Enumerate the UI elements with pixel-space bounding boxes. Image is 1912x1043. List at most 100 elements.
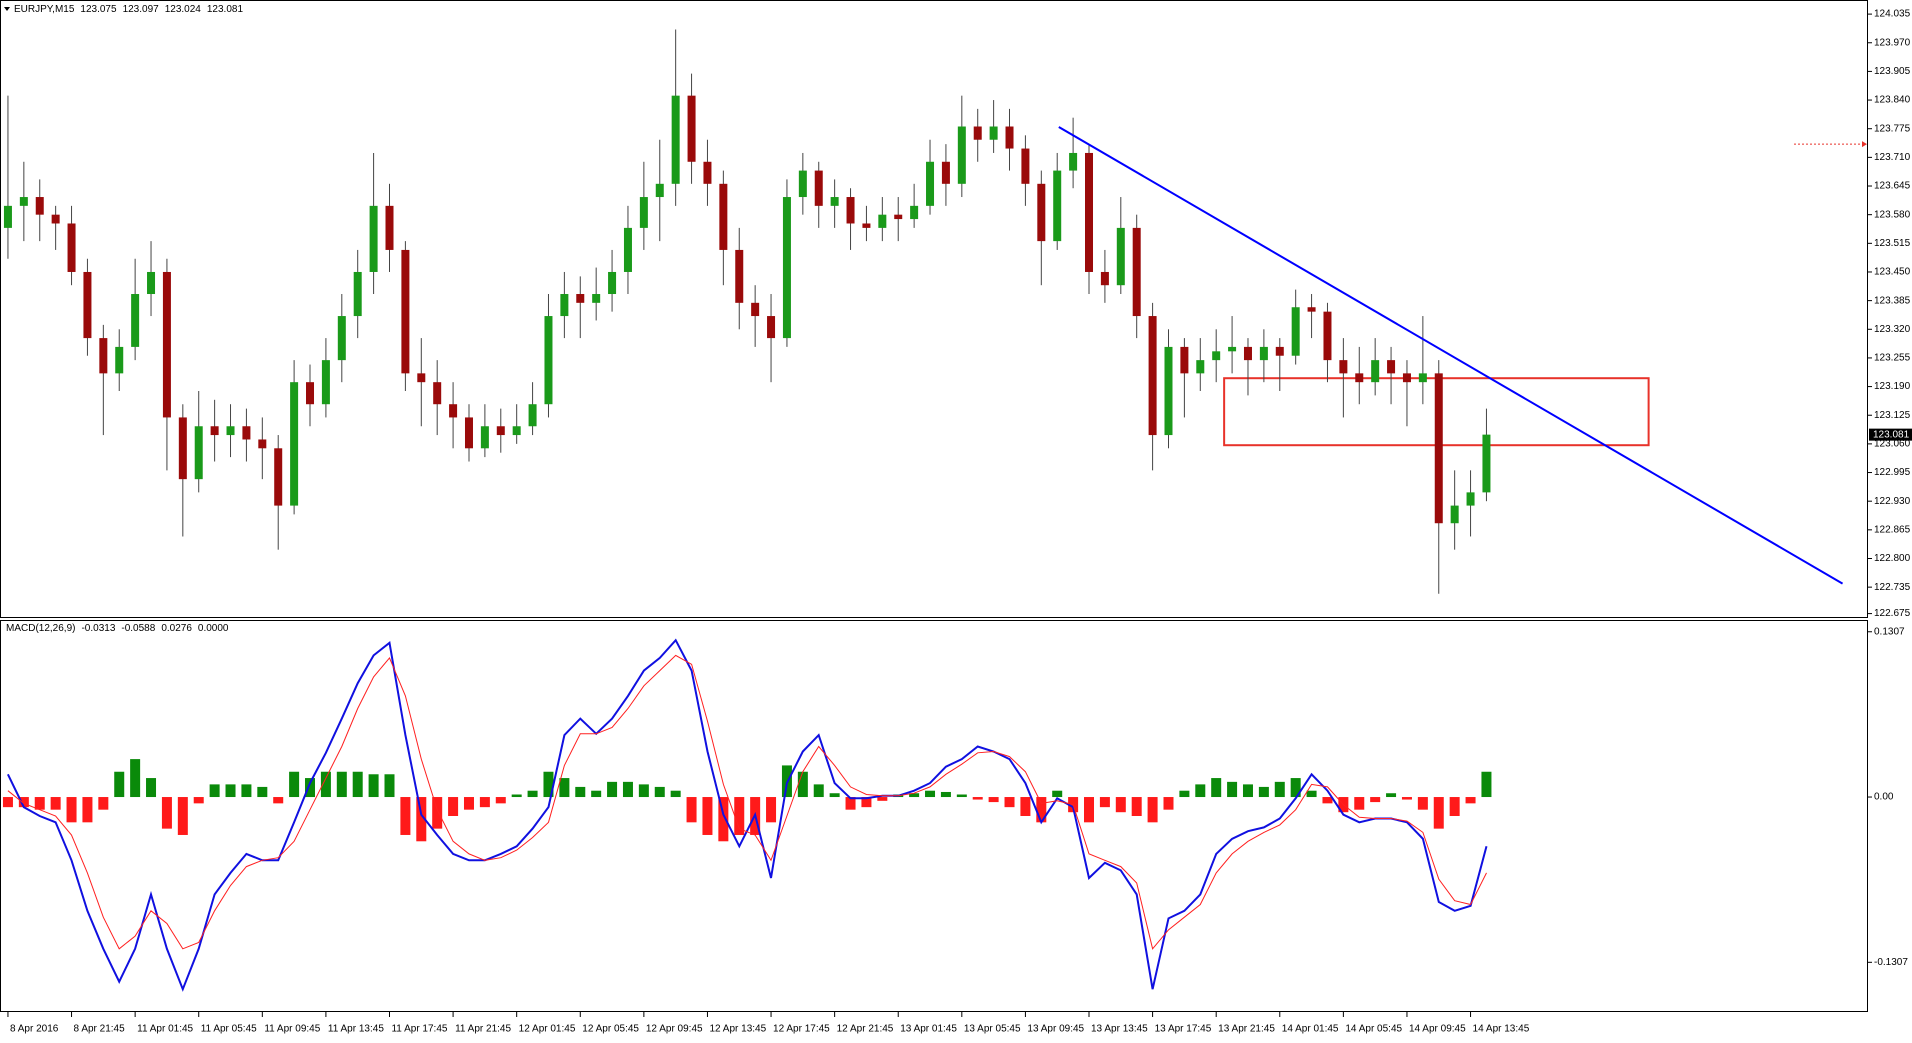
histogram-bar xyxy=(734,797,745,835)
candle-body xyxy=(957,126,966,184)
candle-body xyxy=(926,161,935,206)
y-tick-label: 123.450 xyxy=(1874,267,1911,278)
header-value: -0.0313 xyxy=(81,623,115,634)
x-tick-label: 11 Apr 13:45 xyxy=(328,1024,384,1035)
histogram-bar xyxy=(161,797,172,829)
y-tick-label: -0.1307 xyxy=(1874,957,1908,968)
candle-body xyxy=(1307,307,1316,312)
histogram-bar xyxy=(766,797,777,823)
y-tick-label: 123.060 xyxy=(1874,439,1911,450)
header-value: 0.0000 xyxy=(198,623,229,634)
histogram-bar xyxy=(1290,778,1301,798)
candle-body xyxy=(671,95,680,184)
candle-body xyxy=(989,126,998,140)
panel-header: EURJPY,M15 123.075 123.097 123.024 123.081 xyxy=(14,4,243,15)
x-tick-label: 11 Apr 01:45 xyxy=(137,1024,193,1035)
candle-body xyxy=(894,214,903,220)
y-tick-label: 122.995 xyxy=(1874,467,1911,478)
candle-body xyxy=(1005,126,1014,149)
candle-body xyxy=(1482,434,1491,493)
y-tick-label: 123.840 xyxy=(1874,95,1911,106)
x-tick-label: 14 Apr 13:45 xyxy=(1473,1024,1530,1035)
macd-line xyxy=(7,654,1487,950)
candle-body xyxy=(178,417,187,480)
symbol-menu-arrow[interactable] xyxy=(4,7,10,11)
candle-body xyxy=(830,197,839,206)
histogram-bar xyxy=(1449,797,1460,816)
candle-body xyxy=(480,426,489,449)
histogram-bar xyxy=(479,797,490,808)
histogram-bar xyxy=(130,759,141,798)
candle-body xyxy=(417,373,426,383)
histogram-bar xyxy=(289,771,300,798)
histogram-bar xyxy=(495,797,506,804)
histogram-bar xyxy=(845,797,856,810)
histogram-bar xyxy=(1147,797,1158,823)
histogram-bar xyxy=(1084,797,1095,823)
histogram-bar xyxy=(591,790,602,798)
x-tick-label: 14 Apr 05:45 xyxy=(1345,1024,1402,1035)
histogram-bar xyxy=(193,797,204,804)
candle-body xyxy=(1037,183,1046,242)
x-tick-label: 12 Apr 13:45 xyxy=(709,1024,766,1035)
candle-body xyxy=(512,426,521,436)
x-tick-label: 8 Apr 21:45 xyxy=(74,1024,126,1035)
candle-body xyxy=(3,205,12,228)
histogram-bar xyxy=(654,786,665,798)
histogram-bar xyxy=(352,771,363,798)
candle-body xyxy=(767,316,776,339)
histogram-bar xyxy=(336,771,347,798)
y-tick-label: 123.580 xyxy=(1874,209,1911,220)
histogram-bar xyxy=(925,790,936,798)
candle-body xyxy=(528,404,537,427)
candle-body xyxy=(464,417,473,449)
histogram-bar xyxy=(1211,778,1222,798)
candle-body xyxy=(1466,492,1475,506)
histogram-bar xyxy=(463,797,474,810)
candle-body xyxy=(782,197,791,339)
candle-body xyxy=(735,249,744,303)
panel-header: MACD(12,26,9) -0.0313 -0.0588 0.0276 0.0000 xyxy=(6,623,229,634)
histogram-bar xyxy=(305,778,316,798)
candle-body xyxy=(226,426,235,436)
candle-body xyxy=(1116,227,1125,286)
x-tick-label: 13 Apr 01:45 xyxy=(900,1024,957,1035)
candle-body xyxy=(560,294,569,317)
candle-body xyxy=(353,271,362,317)
candle-body xyxy=(862,223,871,228)
histogram-bar xyxy=(702,797,713,835)
candle-body xyxy=(703,161,712,184)
histogram-bar xyxy=(82,797,93,823)
histogram-bar xyxy=(368,774,379,798)
histogram-bar xyxy=(1131,797,1142,816)
candle-body xyxy=(369,205,378,272)
macd-panel-frame xyxy=(0,620,1868,1012)
histogram-bar xyxy=(384,774,395,798)
candle-body xyxy=(210,426,219,436)
histogram-bar xyxy=(797,771,808,798)
histogram-bar xyxy=(114,771,125,798)
candle-body xyxy=(115,346,124,374)
y-tick-label: 122.930 xyxy=(1874,496,1911,507)
candle-body xyxy=(67,223,76,272)
candle-body xyxy=(99,338,108,374)
candle-body xyxy=(449,404,458,418)
header-value: 123.024 xyxy=(165,4,202,15)
x-tick-label: 12 Apr 01:45 xyxy=(519,1024,576,1035)
candle-body xyxy=(35,197,44,215)
candle-body xyxy=(496,426,505,436)
histogram-bar xyxy=(1322,797,1333,804)
candle-body xyxy=(608,271,617,295)
header-value: 123.097 xyxy=(123,4,160,15)
histogram-bar xyxy=(400,797,411,835)
histogram-bar xyxy=(1227,781,1238,798)
candle-body xyxy=(1323,311,1332,361)
histogram-bar xyxy=(622,781,633,798)
histogram-bar xyxy=(2,797,13,808)
candle-body xyxy=(1339,360,1348,374)
candle-body xyxy=(1418,373,1427,383)
histogram-bar xyxy=(909,793,920,798)
histogram-bar xyxy=(972,797,983,800)
candle-body xyxy=(1434,373,1443,524)
